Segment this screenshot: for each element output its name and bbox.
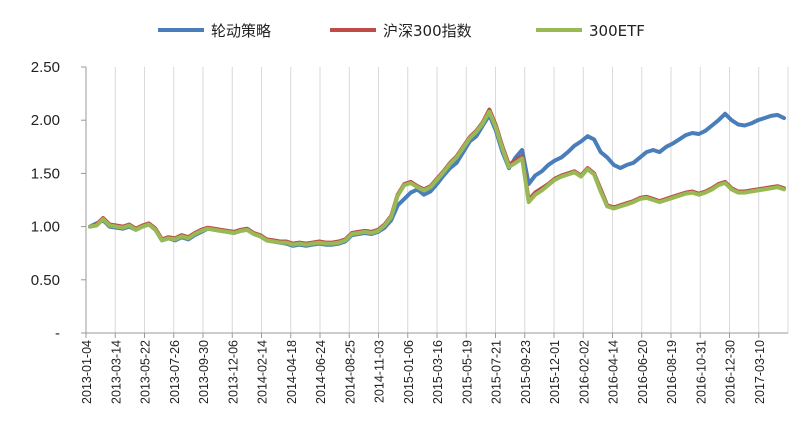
x-tick-label: 2015-09-23 xyxy=(519,340,533,404)
x-tick-label: 2017-03-10 xyxy=(753,340,767,404)
x-tick-label: 2016-04-14 xyxy=(607,340,621,404)
x-tick-label: 2013-03-14 xyxy=(109,340,123,404)
y-tick-label: 2.50 xyxy=(31,59,60,76)
x-tick-label: 2015-01-06 xyxy=(402,340,416,404)
legend-label: 沪深300指数 xyxy=(383,22,472,40)
y-tick-label: - xyxy=(55,325,60,342)
x-tick-label: 2016-12-30 xyxy=(724,340,738,404)
y-tick-label: 1.50 xyxy=(31,165,60,182)
gridlines xyxy=(85,67,789,333)
x-tick-label: 2016-08-19 xyxy=(665,340,679,404)
y-tick-label: 1.00 xyxy=(31,219,60,236)
x-axis-tick-labels: 2013-01-04 2013-03-14 2013-05-22 2013-07-26… xyxy=(80,340,767,404)
x-tick-label: 2016-02-02 xyxy=(577,340,591,404)
series-line-3 xyxy=(88,109,786,247)
x-tick-label: 2013-09-30 xyxy=(197,340,211,404)
legend-label: 300ETF xyxy=(589,22,645,40)
x-tick-label: 2013-07-26 xyxy=(168,340,182,404)
x-tick-label: 2013-01-04 xyxy=(80,340,94,404)
x-tick-label: 2016-10-31 xyxy=(694,340,708,404)
legend-label: 轮动策略 xyxy=(211,22,271,40)
x-tick-label: 2014-06-24 xyxy=(314,340,328,404)
series-lines xyxy=(88,107,786,248)
x-tick-label: 2014-11-03 xyxy=(373,340,387,403)
x-tick-label: 2016-06-20 xyxy=(636,340,650,404)
x-tick-label: 2015-07-21 xyxy=(490,340,504,404)
x-tick-label: 2015-12-01 xyxy=(548,340,562,404)
y-tick-label: 0.50 xyxy=(31,272,60,289)
x-tick-label: 2015-03-16 xyxy=(431,340,445,404)
x-tick-label: 2013-05-22 xyxy=(139,340,153,404)
y-axis-tick-labels: - 0.50 1.00 1.50 2.00 2.50 xyxy=(31,59,60,342)
x-tick-label: 2014-02-14 xyxy=(256,340,270,404)
axes xyxy=(81,66,788,338)
legend: 轮动策略 沪深300指数 300ETF xyxy=(158,22,645,40)
x-tick-label: 2014-08-25 xyxy=(343,340,357,404)
x-tick-label: 2013-12-06 xyxy=(226,340,240,404)
x-tick-label: 2015-05-19 xyxy=(460,340,474,404)
y-tick-label: 2.00 xyxy=(31,112,60,129)
x-tick-label: 2014-04-18 xyxy=(285,340,299,404)
